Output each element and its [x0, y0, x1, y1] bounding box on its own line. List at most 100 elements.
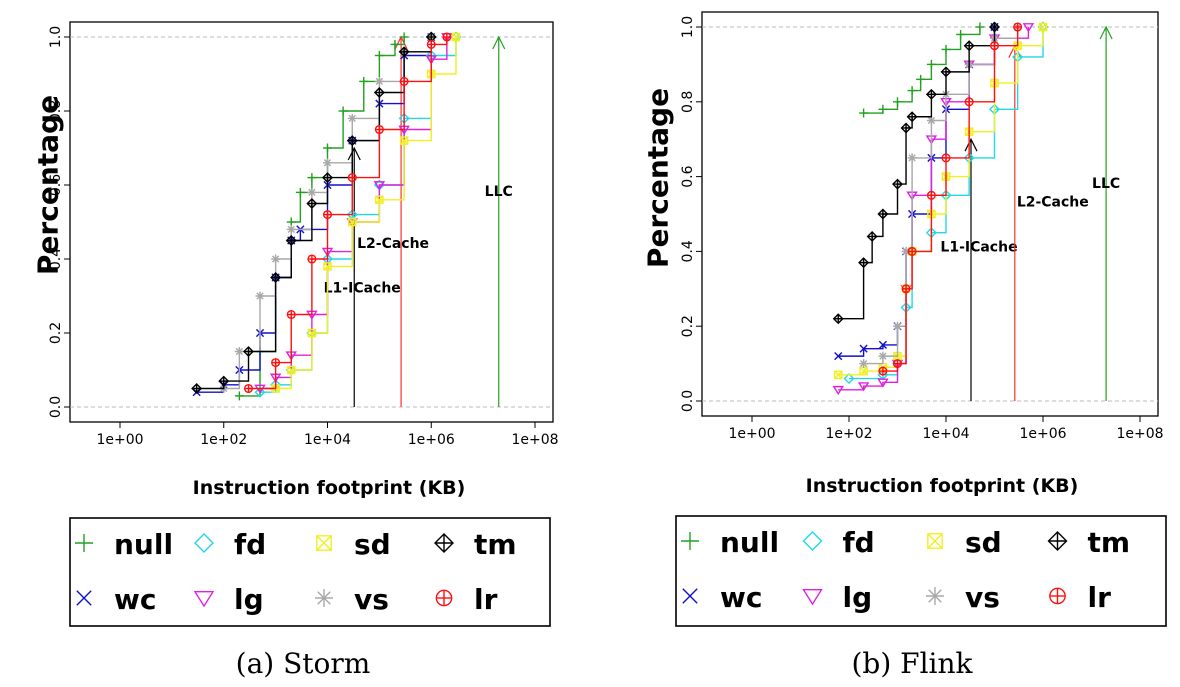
storm-annotation-arrowhead [492, 35, 506, 50]
storm-vs-point-b [375, 77, 384, 86]
storm-lr-point [271, 358, 281, 368]
storm-legend-marker-null [75, 534, 93, 552]
storm-vs-point-b [256, 292, 264, 300]
storm-lr-point [322, 210, 333, 220]
flink-vs-point-b [893, 322, 902, 330]
flink-legend: null fd sd tm wc lg vs lr [675, 515, 1167, 627]
flink-x-tick-label: 1e+04 [922, 426, 969, 442]
flink-tm-point [866, 230, 878, 242]
flink-legend-marker-lg [802, 589, 823, 606]
flink-legend-marker-wc [682, 588, 698, 604]
flink-lr-point [1013, 22, 1023, 32]
storm-legend-marker-wc-b [76, 590, 92, 606]
flink-legend-label-tm: tm [1088, 526, 1131, 559]
flink-series-null [859, 22, 985, 118]
flink-lr-point [907, 246, 917, 256]
flink-annotation-arrowhead [1099, 25, 1113, 40]
flink-vs-point-b [879, 352, 887, 360]
storm-sd-point [399, 136, 409, 145]
storm-vs-point [347, 113, 357, 123]
flink-annotation-label: L1-ICache [940, 239, 1017, 255]
flink-sd-point [1038, 22, 1048, 32]
flink-tm-point [963, 40, 975, 52]
storm-sd-point-box [451, 32, 461, 42]
storm-caption: (a) Storm [236, 647, 371, 680]
storm-lr-point [399, 76, 409, 86]
storm-fd-point-shape [254, 386, 266, 398]
storm-legend-label-vs: vs [354, 583, 389, 616]
storm-sd-point [451, 32, 461, 42]
storm-lr-line [248, 37, 448, 390]
storm-null-point [399, 32, 409, 42]
storm-vs-point-b [287, 225, 295, 234]
flink-annotation-label: L2-Cache [1017, 195, 1089, 211]
storm-null-point [338, 106, 348, 116]
flink-legend-marker-tm [1047, 531, 1068, 551]
storm-series-lr [243, 32, 452, 394]
storm-series-lg [254, 33, 453, 394]
flink-fd-point [843, 373, 855, 385]
storm-lr-point [442, 32, 452, 42]
flink-series-lg [832, 23, 1035, 396]
flink-tm-point [900, 122, 912, 134]
flink-sd-point-b [859, 366, 868, 376]
flink-x-tick-label: 1e+02 [825, 426, 872, 442]
flink-y-tick-label: 1.0 [680, 16, 696, 38]
flink-annotation-l1-icache: L1-ICache [940, 137, 1018, 401]
flink-legend-marker-sd-b [927, 533, 943, 549]
storm-sd-point [307, 328, 317, 338]
storm-null-point [307, 173, 317, 183]
storm-legend-marker-lg-shape [193, 591, 215, 608]
flink-legend-label-fd: fd [843, 526, 875, 559]
storm-y-tick-label: 0.6 [48, 174, 64, 196]
flink-legend-label-sd: sd [965, 526, 1002, 559]
flink-y-tick-label: 0.0 [680, 390, 696, 412]
storm-annotation-llc: LLC [485, 35, 513, 407]
flink-tm-point [989, 21, 1000, 33]
storm-legend-marker-fd [194, 533, 214, 553]
storm-series-tm [191, 31, 437, 394]
flink-lg-point-shape [857, 382, 870, 392]
flink-caption: (b) Flink [851, 647, 973, 680]
storm-null-point [390, 39, 400, 49]
flink-vs-point [893, 321, 902, 331]
storm-sd-point-b [287, 365, 296, 375]
storm-y-tick-label: 0.0 [48, 396, 64, 418]
flink-legend-label-lg: lg [843, 581, 873, 614]
flink-legend-label-null: null [720, 526, 779, 559]
flink-sd-line [838, 27, 1044, 376]
storm-y-tick-label: 0.8 [48, 100, 64, 122]
storm-tm-point [270, 272, 282, 283]
flink-lr-point [964, 97, 974, 107]
flink-lg-line [838, 27, 1030, 391]
flink-legend-marker-fd [802, 531, 823, 551]
flink-x-tick-label: 1e+00 [728, 426, 775, 442]
storm-null-point [234, 391, 244, 401]
storm-lr-point [286, 309, 296, 320]
storm-vs-point-b [235, 347, 244, 356]
flink-tm-point [940, 66, 952, 78]
flink-tm-point [892, 178, 903, 190]
storm-y-tick-label: 1.0 [48, 26, 64, 48]
flink-vs-point [926, 116, 936, 125]
storm-tm-point [373, 87, 385, 98]
storm-tm-point [398, 46, 410, 58]
flink-wc-point [859, 344, 868, 353]
flink-tm-point [906, 111, 918, 123]
storm-sd-point-b [323, 262, 332, 271]
flink-tm-point [832, 313, 844, 325]
storm-sd-point [323, 262, 332, 271]
flink-sd-point-box [1038, 22, 1048, 32]
flink-legend-marker-lg-shape [802, 589, 823, 606]
storm-legend-marker-wc [76, 590, 92, 606]
storm-annotation-arrowhead [347, 146, 361, 161]
storm-sd-point-box [375, 195, 384, 205]
storm-lr-point [374, 124, 384, 135]
storm-sd-point [347, 217, 357, 227]
flink-y-tick-label: 0.2 [680, 315, 696, 337]
storm-fd-line [260, 37, 457, 393]
flink-vs-point-b [908, 154, 916, 162]
storm-annotation-l1-icache: L1-ICache [324, 146, 401, 407]
storm-vs-point [307, 187, 317, 197]
flink-fd-point-shape [843, 373, 855, 385]
